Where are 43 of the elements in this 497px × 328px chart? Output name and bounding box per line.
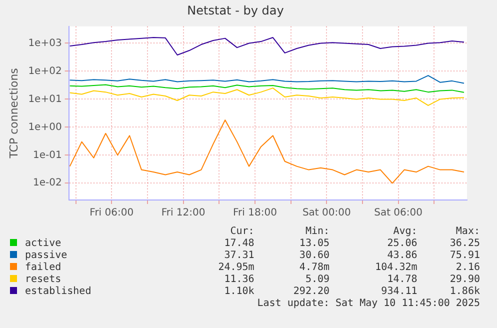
x-tick-label: Sat 06:00	[374, 208, 423, 219]
x-tick-label: Fri 12:00	[161, 208, 206, 219]
y-tick-label: 1e-02	[32, 178, 62, 189]
text: 13.05	[298, 238, 330, 250]
text: 5.09	[304, 274, 330, 286]
legend-label: resets	[25, 274, 62, 285]
text: 934.11	[380, 286, 418, 298]
text: 43.86	[386, 250, 418, 262]
text: 1.86k	[448, 286, 480, 298]
text: 104.32m	[374, 262, 418, 274]
text: Cur:	[229, 226, 254, 238]
text: 4.78m	[298, 262, 330, 274]
text: Min:	[304, 226, 330, 238]
legend-label: active	[25, 238, 62, 249]
x-tick-label: Sat 00:00	[302, 208, 351, 219]
text: 25.06	[386, 238, 418, 250]
chart-title: Netstat - by day	[187, 3, 284, 18]
text: 36.25	[448, 238, 480, 250]
x-tick-label: Fri 06:00	[90, 208, 134, 219]
text: Max:	[454, 226, 480, 238]
text: 29.90	[448, 274, 480, 286]
legend-label: established	[25, 286, 92, 297]
text: 17.48	[223, 238, 254, 250]
text: 75.91	[448, 250, 480, 262]
text: 2.16	[454, 262, 480, 274]
text: 11.36	[223, 274, 254, 286]
y-axis-title: TCP connections	[7, 68, 20, 160]
text: Avg:	[392, 226, 418, 238]
legend-label: failed	[25, 262, 62, 273]
text: 24.95m	[217, 262, 254, 274]
y-tick-label: 1e+02	[28, 66, 62, 77]
y-tick-label: 1e+00	[28, 122, 62, 133]
y-tick-label: 1e-01	[32, 150, 62, 161]
x-tick-label: Fri 18:00	[233, 208, 277, 219]
text: 37.31	[223, 250, 254, 262]
y-tick-label: 1e+01	[28, 94, 62, 105]
text: 14.78	[386, 274, 418, 286]
text: 292.20	[292, 286, 330, 298]
y-tick-label: 1e+03	[28, 38, 62, 49]
legend-label: passive	[25, 250, 68, 261]
text: 30.60	[298, 250, 330, 262]
text: Last update: Sat May 10 11:45:00 2025	[256, 298, 480, 310]
text: 1.10k	[223, 286, 254, 298]
